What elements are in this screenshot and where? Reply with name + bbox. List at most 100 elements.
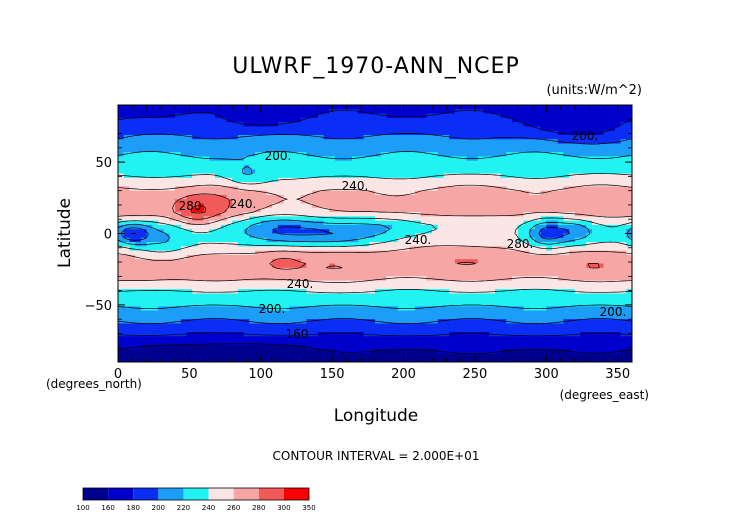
field-cell (135, 126, 142, 132)
field-cell (386, 109, 393, 115)
field-cell (409, 105, 416, 110)
field-cell (432, 139, 439, 145)
field-cell (477, 156, 485, 162)
field-cell (226, 284, 233, 290)
field-cell (249, 246, 256, 252)
field-cell (175, 289, 182, 295)
field-cell (432, 164, 439, 170)
field-cell (529, 169, 536, 175)
field-cell (409, 139, 416, 145)
field-cell (186, 190, 193, 196)
field-cell (609, 297, 616, 303)
field-cell (215, 203, 222, 209)
field-cell (135, 340, 142, 346)
field-cell (329, 297, 336, 303)
field-cell (574, 276, 582, 282)
field-cell (323, 276, 330, 282)
field-cell (609, 233, 616, 239)
field-cell (586, 164, 593, 170)
field-cell (614, 332, 622, 337)
field-cell (443, 272, 450, 277)
field-cell (586, 263, 593, 269)
field-cell (580, 160, 587, 166)
field-cell (363, 182, 370, 187)
field-cell (614, 182, 622, 187)
field-cell (426, 216, 433, 222)
field-cell (506, 199, 513, 205)
field-cell (175, 199, 182, 205)
field-cell (255, 182, 262, 187)
field-cell (312, 327, 319, 333)
field-cell (523, 246, 530, 252)
field-cell (312, 336, 319, 342)
field-cell (380, 199, 388, 205)
field-cell (352, 297, 359, 303)
field-cell (146, 169, 153, 175)
field-cell (146, 130, 153, 136)
field-cell (243, 242, 250, 247)
field-cell (146, 126, 153, 132)
field-cell (449, 122, 456, 128)
field-cell (603, 284, 610, 290)
field-cell (209, 117, 216, 123)
field-cell (380, 302, 388, 307)
field-cell (255, 272, 262, 277)
field-cell (626, 254, 632, 260)
field-cell (140, 203, 148, 209)
field-cell (586, 259, 593, 265)
field-cell (209, 113, 216, 119)
field-cell (283, 126, 290, 132)
field-cell (494, 105, 502, 110)
field-cell (626, 212, 632, 217)
field-cell (300, 224, 308, 230)
field-cell (295, 280, 302, 286)
field-cell (397, 190, 405, 196)
field-cell (346, 314, 353, 320)
field-cell (414, 126, 422, 132)
field-cell (597, 122, 605, 128)
field-cell (443, 194, 450, 200)
field-cell (357, 147, 365, 153)
field-cell (317, 319, 325, 325)
field-cell (180, 332, 188, 337)
field-cell (420, 109, 427, 115)
field-cell (140, 323, 148, 329)
field-cell (163, 160, 170, 166)
field-cell (146, 173, 153, 179)
field-cell (169, 134, 176, 140)
field-cell (306, 173, 313, 179)
field-cell (260, 233, 268, 239)
field-cell (369, 246, 376, 252)
field-cell (592, 276, 599, 282)
field-cell (352, 190, 359, 196)
field-cell (157, 134, 165, 140)
field-cell (215, 126, 222, 132)
field-cell (426, 314, 433, 320)
field-cell (243, 113, 250, 119)
field-cell (220, 130, 228, 136)
field-cell (620, 263, 627, 269)
field-cell (197, 173, 205, 179)
field-cell (272, 216, 279, 222)
field-cell (494, 293, 502, 299)
field-cell (426, 310, 433, 316)
field-cell (277, 263, 285, 269)
field-cell (215, 272, 222, 277)
field-cell (454, 332, 462, 337)
field-cell (249, 212, 256, 217)
field-cell (586, 194, 593, 200)
field-cell (483, 212, 490, 217)
field-cell (312, 237, 319, 243)
field-cell (140, 340, 148, 346)
field-cell (340, 113, 348, 119)
field-cell (289, 169, 296, 175)
field-cell (352, 207, 359, 213)
field-cell (414, 242, 422, 247)
field-cell (534, 293, 542, 299)
field-cell (180, 327, 188, 333)
field-cell (477, 259, 485, 265)
field-cell (129, 203, 136, 209)
field-cell (157, 194, 165, 200)
field-cell (580, 289, 587, 295)
field-cell (529, 160, 536, 166)
